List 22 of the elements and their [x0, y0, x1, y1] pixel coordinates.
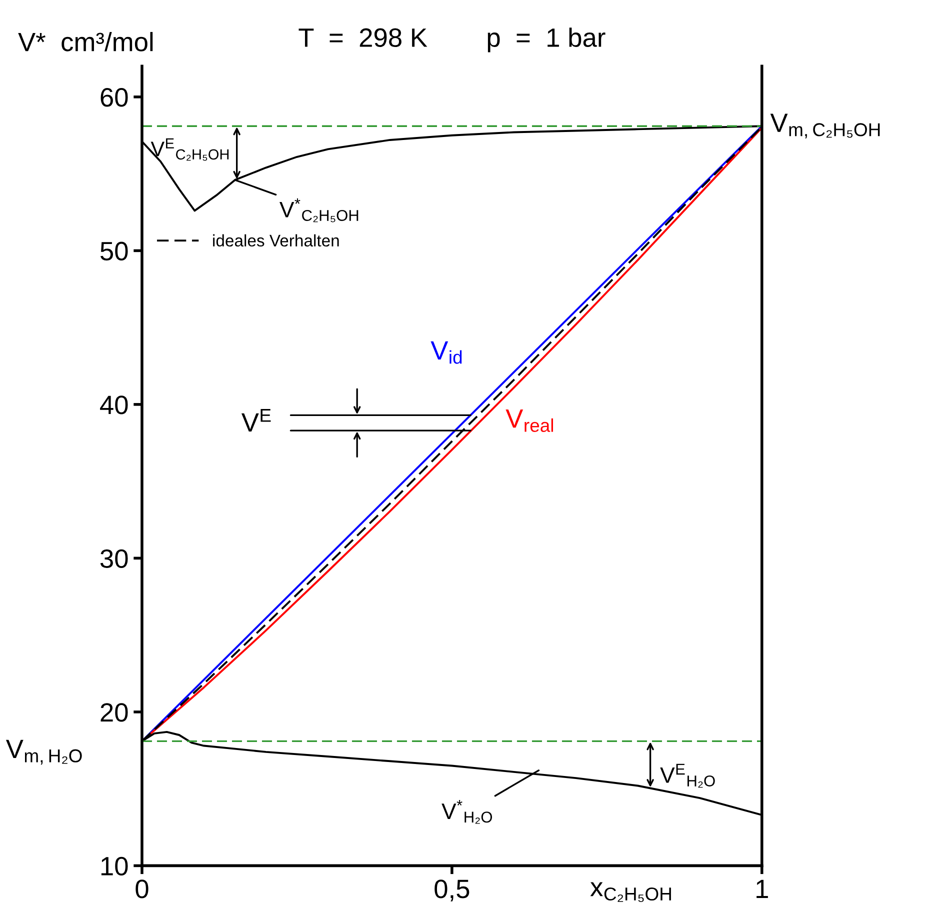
y-axis-title: V* cm³/mol — [18, 32, 153, 52]
x-tick-label: 0 — [136, 880, 148, 898]
annotation: V$_{m,C₂H₅OH}$ — [770, 114, 880, 138]
x-tick-label: 0,5 — [434, 880, 470, 902]
annotation: V$^{E}$ — [241, 409, 271, 432]
x-axis-title: x$_{C₂H₅OH}$ — [590, 882, 671, 902]
y-tick-label: 60 — [100, 88, 128, 107]
annotation: V$^{E}$$_{C₂H₅OH}$ — [150, 138, 229, 161]
annotation: V$_{m,H₂O}$ — [6, 740, 82, 765]
annotation: V$^{E}$$_{H₂O}$ — [660, 764, 715, 788]
y-tick-label: 50 — [100, 242, 128, 260]
annotation: V$_{id}$ — [430, 341, 462, 364]
annotation: V$^{*}$$_{C₂H₅OH}$ — [280, 198, 358, 222]
y-tick-label: 30 — [100, 549, 128, 568]
y-tick-label: 40 — [100, 396, 128, 414]
y-tick-label: 20 — [100, 703, 128, 722]
annotation: V$^{*}$$_{H₂O}$ — [442, 800, 492, 824]
chart-title: T = 298 K p = 1 bar — [298, 28, 606, 52]
legend-label: ideales Verhalten — [213, 234, 339, 247]
x-tick-label: 1 — [756, 880, 768, 898]
annotation: V$_{real}$ — [506, 409, 554, 432]
y-tick-label: 10 — [101, 856, 128, 876]
